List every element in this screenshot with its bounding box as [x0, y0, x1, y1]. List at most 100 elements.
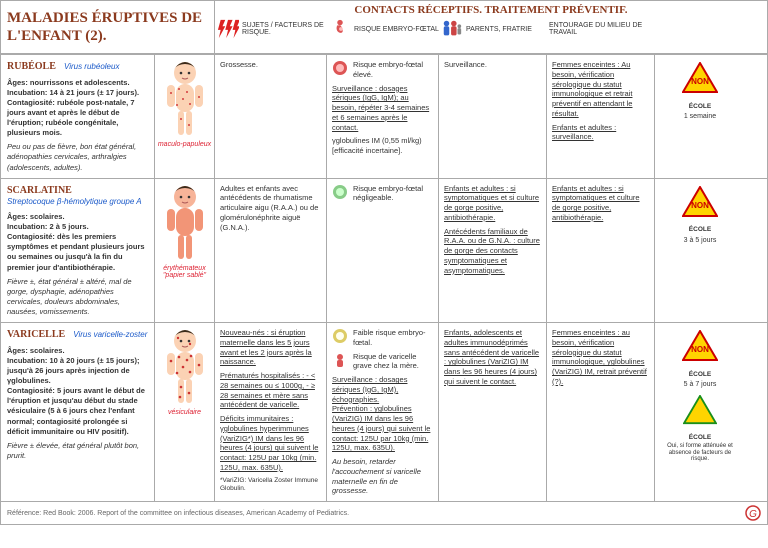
- virus-name: Virus rubéoleux: [64, 62, 119, 71]
- rash-caption: érythémateux "papier sablé": [157, 265, 212, 280]
- rash-caption: vésiculaire: [157, 409, 212, 417]
- c2c: γglobulines IM (0,55 ml/kg) [efficacité …: [332, 136, 433, 156]
- ages: Âges: scolaires.: [7, 346, 65, 355]
- c2d: Au besoin, retarder l'accouchement si va…: [332, 457, 433, 496]
- child-figure-icon: [161, 183, 209, 263]
- svg-text:G: G: [749, 509, 757, 520]
- c4: Femmes enceintes : au besoin, vérificati…: [547, 323, 655, 501]
- ecole-label: ÉCOLE: [689, 226, 711, 233]
- c3: Enfants, adolescents et adultes immunodé…: [439, 323, 547, 501]
- duration: 1 semaine: [660, 112, 740, 121]
- contagion: Contagiosité: 5 jours avant le début de …: [7, 386, 145, 436]
- c4: Femmes enceintes : Au besoin, vérificati…: [547, 55, 655, 178]
- c1a: Nouveau-nés : si éruption maternelle dan…: [220, 328, 312, 366]
- warning-sign-icon: NON: [682, 186, 718, 218]
- c5: NON ÉCOLE 5 à 7 jours ÉCOLE Oui, si form…: [655, 323, 745, 501]
- page-title: MALADIES ÉRUPTIVES DE L'ENFANT (2).: [7, 9, 208, 45]
- contagion: Contagiosité: dès les premiers symptômes…: [7, 232, 145, 271]
- risk-text: Risque embryo-fœtal négligeable.: [353, 184, 433, 204]
- rash-caption: maculo-papuleux: [157, 141, 212, 149]
- col-header-risk-factors: SUJETS / FACTEURS DE RISQUE.: [217, 18, 329, 40]
- fetus-icon: [332, 60, 350, 79]
- c3b: Antécédents familiaux de R.A.A. ou de G.…: [444, 227, 540, 275]
- c2: Faible risque embryo-fœtal. Risque de va…: [327, 323, 439, 501]
- title-cell: MALADIES ÉRUPTIVES DE L'ENFANT (2).: [1, 1, 215, 53]
- family-icon: [441, 18, 463, 40]
- c1: Adultes et enfants avec antécédents de r…: [215, 179, 327, 323]
- c1d: *VariZIG: Varicella Zoster Immune Globul…: [220, 477, 321, 494]
- fetus-icon: [332, 328, 350, 347]
- sign2-note: Oui, si forme atténuée et absence de fac…: [660, 443, 740, 463]
- col-header-work: ENTOURAGE DU MILIEU DE TRAVAIL: [549, 18, 657, 40]
- ecole-label2: ÉCOLE: [689, 434, 711, 441]
- risk-text2: Risque de varicelle grave chez la mère.: [353, 352, 433, 372]
- c2c: Prévention : γglobulines (VariZIG) IM da…: [332, 404, 430, 452]
- incubation: Incubation: 14 à 21 jours (± 17 jours).: [7, 88, 139, 97]
- contagion: Contagiosité: rubéole post-natale, 7 jou…: [7, 98, 135, 137]
- c4b: Enfants et adultes : surveillance.: [552, 123, 616, 142]
- mother-icon: [332, 352, 350, 371]
- ecole-label: ÉCOLE: [689, 371, 711, 378]
- c2b: Surveillance : dosages sériques (IgG, Ig…: [332, 375, 407, 404]
- c5: NON ÉCOLE 1 semaine: [655, 55, 745, 178]
- c1b: Prématurés hospitalisés : - < 28 semaine…: [220, 371, 315, 409]
- c1c: Déficits immunitaires : γglobulines hype…: [220, 414, 318, 472]
- svg-text:NON: NON: [691, 201, 709, 210]
- child-figure-icon: [161, 59, 209, 139]
- c4a: Femmes enceintes : Au besoin, vérificati…: [552, 60, 632, 118]
- rash-figure-cell: érythémateux "papier sablé": [155, 179, 215, 323]
- disease-name: RUBÉOLE: [7, 61, 56, 72]
- row-varicelle: VARICELLE Virus varicelle-zoster Âges: s…: [1, 322, 767, 501]
- c2: Risque embryo-fœtal élevé. Surveillance …: [327, 55, 439, 178]
- duration: 3 à 5 jours: [660, 236, 740, 245]
- c1: Grossesse.: [215, 55, 327, 178]
- desc-cell: SCARLATINE Streptocoque β-hémolytique gr…: [1, 179, 155, 323]
- clinical: Fièvre ± élevée, état général plutôt bon…: [7, 441, 148, 461]
- rash-figure-cell: maculo-papuleux: [155, 55, 215, 178]
- contacts-title: CONTACTS RÉCEPTIFS. TRAITEMENT PRÉVENTIF…: [215, 1, 767, 18]
- c3: Enfants, adolescents et adultes immunodé…: [444, 328, 539, 386]
- virus-name: Virus varicelle-zoster: [73, 330, 147, 339]
- disease-name: SCARLATINE: [7, 185, 72, 196]
- footer: Référence: Red Book: 2006. Report of the…: [1, 501, 767, 524]
- lightning-icon: [217, 18, 239, 40]
- risk-text: Faible risque embryo-fœtal.: [353, 328, 433, 348]
- col-header-label: ENTOURAGE DU MILIEU DE TRAVAIL: [549, 22, 657, 36]
- rash-figure-cell: vésiculaire: [155, 323, 215, 501]
- page: MALADIES ÉRUPTIVES DE L'ENFANT (2). CONT…: [0, 0, 768, 525]
- c3: Surveillance.: [439, 55, 547, 178]
- c2: Risque embryo-fœtal négligeable.: [327, 179, 439, 323]
- c4: Femmes enceintes : au besoin, vérificati…: [552, 328, 647, 386]
- footer-ref: Référence: Red Book: 2006. Report of the…: [7, 510, 349, 517]
- c3: Enfants et adultes : si symptomatiques e…: [439, 179, 547, 323]
- c4: Enfants et adultes : si symptomatiques e…: [552, 184, 640, 222]
- clinical: Fièvre ±, état général ± altéré, mal de …: [7, 277, 148, 318]
- c1: Nouveau-nés : si éruption maternelle dan…: [215, 323, 327, 501]
- fetus-icon: [332, 184, 350, 203]
- col-header-family: PARENTS, FRATRIE: [441, 18, 549, 40]
- clinical: Peu ou pas de fièvre, bon état général, …: [7, 142, 148, 172]
- incubation: Incubation: 2 à 5 jours.: [7, 222, 89, 231]
- svg-text:NON: NON: [691, 345, 709, 354]
- disease-name: VARICELLE: [7, 329, 65, 340]
- ok-sign-icon: [683, 395, 717, 425]
- col-header-label: PARENTS, FRATRIE: [466, 26, 532, 33]
- logo-icon: G: [745, 505, 761, 521]
- row-rubeole: RUBÉOLE Virus rubéoleux Âges: nourrisson…: [1, 54, 767, 178]
- ages: Âges: scolaires.: [7, 212, 65, 221]
- c4: Enfants et adultes : si symptomatiques e…: [547, 179, 655, 323]
- c3a: Enfants et adultes : si symptomatiques e…: [444, 184, 539, 222]
- virus-name: Streptocoque β-hémolytique groupe A: [7, 197, 148, 208]
- ages: Âges: nourrissons et adolescents.: [7, 78, 130, 87]
- ecole-label: ÉCOLE: [689, 103, 711, 110]
- column-headers: SUJETS / FACTEURS DE RISQUE. RISQUE EMBR…: [215, 18, 767, 44]
- col-header-label: RISQUE EMBRYO-FŒTAL: [354, 26, 439, 33]
- duration: 5 à 7 jours: [660, 380, 740, 389]
- col-header-school: [657, 18, 747, 40]
- c5: NON ÉCOLE 3 à 5 jours: [655, 179, 745, 323]
- pregnant-icon: [329, 18, 351, 40]
- svg-text:NON: NON: [691, 77, 709, 86]
- risk-text: Risque embryo-fœtal élevé.: [353, 60, 433, 80]
- desc-cell: VARICELLE Virus varicelle-zoster Âges: s…: [1, 323, 155, 501]
- incubation: Incubation: 10 à 20 jours (± 15 jours); …: [7, 356, 139, 385]
